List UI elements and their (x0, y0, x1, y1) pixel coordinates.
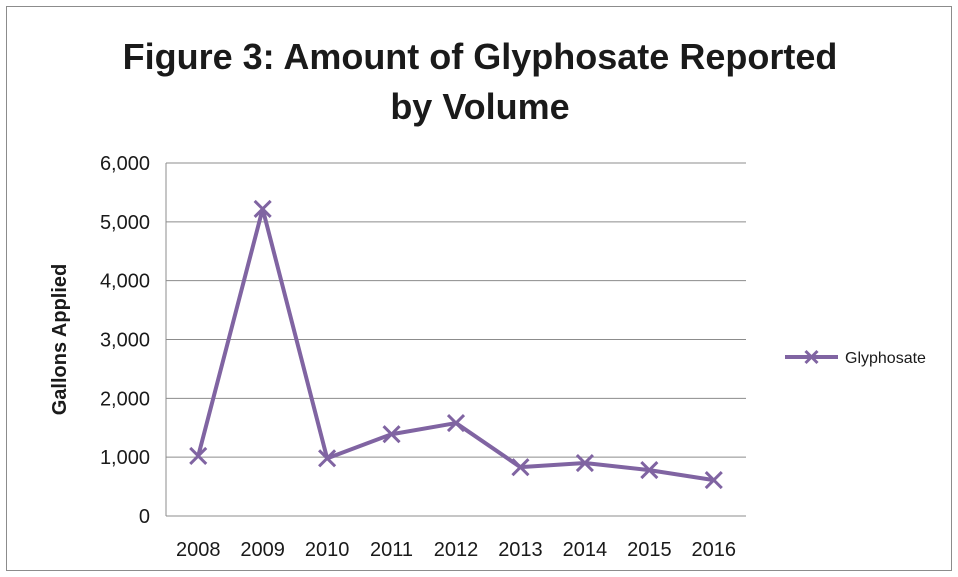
y-tick-label: 1,000 (100, 447, 150, 469)
x-tick-label: 2014 (563, 539, 608, 561)
data-point-marker (253, 199, 272, 218)
legend-label-glyphosate: Glyphosate (845, 350, 926, 367)
data-point-marker (382, 425, 401, 444)
y-tick-labels: 0 1,000 2,000 3,000 4,000 5,000 6,000 (100, 153, 150, 528)
y-tick-label: 5,000 (100, 212, 150, 234)
data-point-marker (189, 446, 208, 466)
data-point-marker (704, 471, 723, 490)
y-tick-label: 2,000 (100, 388, 150, 410)
x-tick-label: 2016 (692, 539, 737, 561)
data-point-marker (640, 461, 659, 480)
chart-title-line-2: by Volume (390, 86, 570, 127)
y-tick-label: 0 (139, 506, 150, 528)
x-tick-label: 2008 (176, 539, 221, 561)
chart-frame (6, 6, 952, 571)
data-point-marker (446, 413, 466, 433)
x-tick-label: 2013 (498, 539, 543, 561)
data-point-marker (318, 449, 337, 468)
data-point-marker (511, 458, 530, 477)
chart-title-line-1: Figure 3: Amount of Glyphosate Reported (122, 36, 838, 77)
x-tick-label: 2015 (627, 539, 672, 561)
legend: Glyphosate (785, 349, 926, 367)
y-tick-label: 4,000 (100, 271, 150, 293)
y-tick-label: 3,000 (100, 330, 150, 352)
legend-marker-glyphosate (804, 349, 819, 365)
series-line-glyphosate (196, 206, 715, 483)
gridlines (166, 162, 746, 458)
axes (165, 163, 746, 517)
x-tick-label: 2010 (305, 539, 350, 561)
data-point-marker (575, 453, 594, 473)
y-axis-label: Gallons Applied (49, 264, 71, 416)
chart-title: Figure 3: Amount of Glyphosate Reported … (40, 32, 920, 132)
x-tick-label: 2012 (434, 539, 479, 561)
x-tick-label: 2011 (370, 539, 413, 561)
x-tick-labels: 2008 2009 2010 2011 2012 2013 2014 2015 2016 (176, 539, 736, 561)
y-tick-label: 6,000 (100, 153, 150, 175)
x-tick-label: 2009 (240, 539, 285, 561)
series-layer (189, 199, 723, 490)
